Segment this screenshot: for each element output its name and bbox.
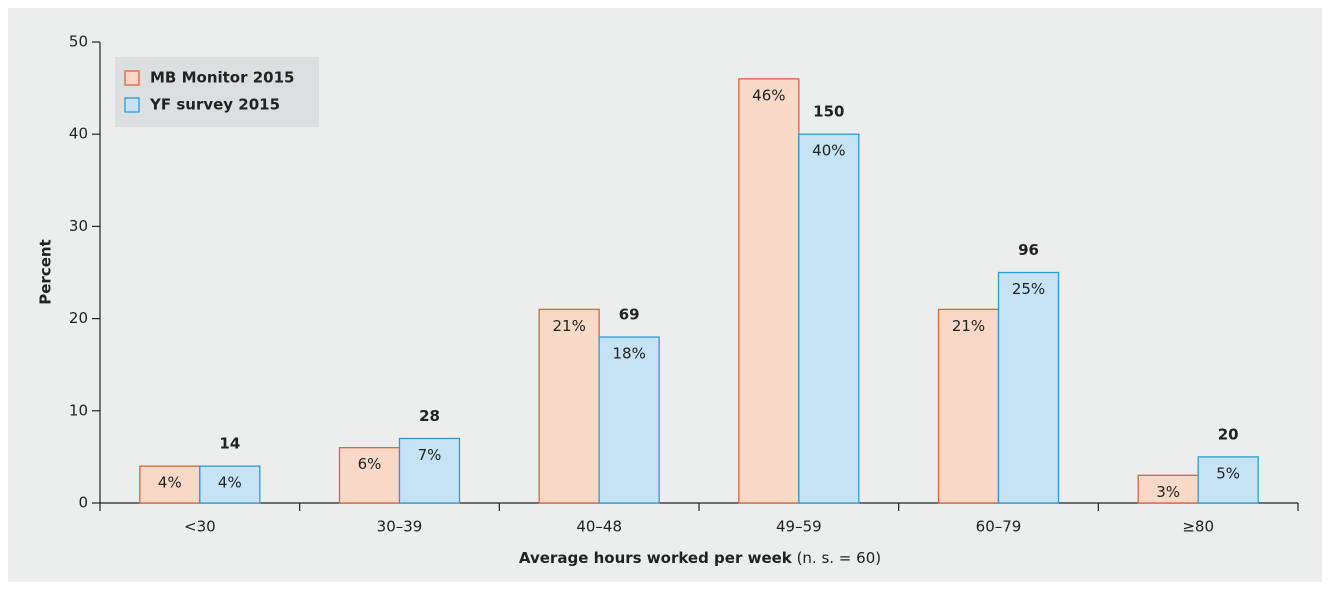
value-label: 6% <box>358 455 382 473</box>
x-tick-label: 30–39 <box>377 518 423 536</box>
x-axis-title-note: (n. s. = 60) <box>797 549 882 567</box>
count-label: 14 <box>219 435 240 453</box>
legend-label: YF survey 2015 <box>149 96 280 114</box>
value-label: 18% <box>612 345 645 363</box>
y-tick-label: 10 <box>69 401 88 419</box>
legend-label: MB Monitor 2015 <box>150 69 294 87</box>
legend-box <box>115 57 319 127</box>
count-label: 150 <box>813 103 844 121</box>
bar <box>538 308 600 504</box>
value-label: 46% <box>752 86 785 104</box>
bar <box>798 133 860 504</box>
bar <box>199 465 261 504</box>
y-axis-title: Percent <box>37 239 55 304</box>
x-tick-label: <30 <box>184 518 216 536</box>
bar <box>738 78 800 504</box>
value-label: 5% <box>1216 464 1240 482</box>
value-label: 40% <box>812 142 845 160</box>
bar <box>1197 456 1259 504</box>
legend-swatch <box>124 70 140 86</box>
y-tick-label: 0 <box>78 494 88 512</box>
legend-swatch <box>124 97 140 113</box>
bar <box>598 336 660 504</box>
x-tick-label: 49–59 <box>776 518 822 536</box>
value-label: 21% <box>552 317 585 335</box>
x-tick-label: 40–48 <box>576 518 622 536</box>
bar <box>937 308 1000 504</box>
x-axis-title: Average hours worked per week (n. s. = 6… <box>519 549 881 567</box>
count-label: 20 <box>1218 425 1239 443</box>
value-label: 7% <box>418 446 442 464</box>
value-label: 3% <box>1156 483 1180 501</box>
x-tick-label: 60–79 <box>976 518 1022 536</box>
count-label: 69 <box>619 306 640 324</box>
y-tick-label: 50 <box>69 33 88 51</box>
count-label: 28 <box>419 407 440 425</box>
y-tick-label: 40 <box>69 125 88 143</box>
count-label: 96 <box>1018 241 1039 259</box>
bar <box>398 437 461 504</box>
value-label: 4% <box>158 474 182 492</box>
value-label: 4% <box>218 474 242 492</box>
y-tick-label: 20 <box>69 309 88 327</box>
y-tick-label: 30 <box>69 217 88 235</box>
x-tick-label: ≥80 <box>1182 518 1214 536</box>
value-label: 21% <box>952 317 985 335</box>
value-label: 25% <box>1012 280 1045 298</box>
bar <box>1137 474 1199 504</box>
bar <box>997 271 1060 504</box>
x-axis-title-main: Average hours worked per week <box>519 549 793 567</box>
